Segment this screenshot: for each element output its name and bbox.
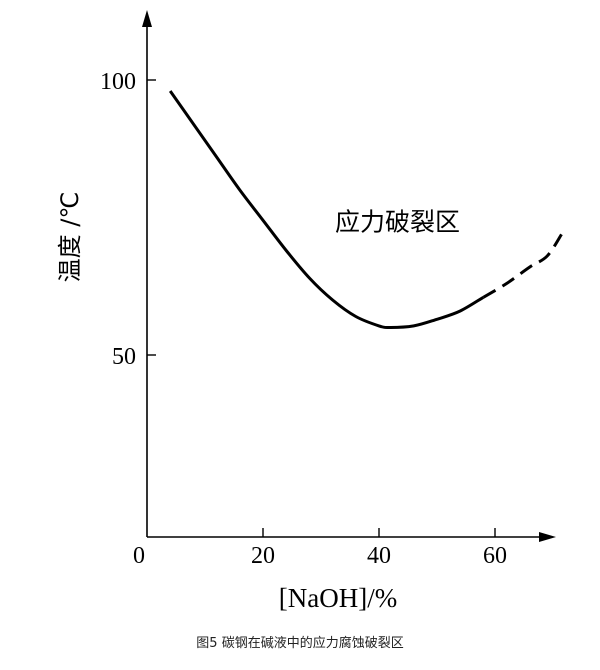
figure-caption: 图5 碳钢在碱液中的应力腐蚀破裂区 bbox=[196, 636, 404, 651]
y-axis-arrow bbox=[142, 10, 152, 27]
x-tick-label: 0 bbox=[133, 543, 145, 569]
chart: 0 20 40 60 50 100 [NaOH]/% 温度 /℃ 应力破裂区 bbox=[56, 10, 563, 613]
axes bbox=[142, 10, 556, 542]
y-tick-label: 50 bbox=[112, 344, 136, 370]
labels: [NaOH]/% 温度 /℃ bbox=[56, 192, 397, 613]
x-axis-arrow bbox=[539, 532, 556, 542]
x-tick-label: 60 bbox=[483, 543, 507, 569]
boundary-curve-dashed bbox=[482, 233, 563, 299]
annotations: 应力破裂区 bbox=[335, 208, 460, 237]
x-tick-label: 20 bbox=[251, 543, 275, 569]
boundary-curve-solid bbox=[168, 90, 485, 330]
x-tick-label: 40 bbox=[367, 543, 391, 569]
ticks: 0 20 40 60 50 100 bbox=[100, 69, 507, 569]
y-axis-label: 温度 /℃ bbox=[56, 192, 84, 283]
y-tick-label: 100 bbox=[100, 69, 136, 95]
curves bbox=[168, 90, 563, 330]
x-axis-label: [NaOH]/% bbox=[279, 583, 397, 613]
stress-cracking-zone-label: 应力破裂区 bbox=[335, 208, 460, 237]
